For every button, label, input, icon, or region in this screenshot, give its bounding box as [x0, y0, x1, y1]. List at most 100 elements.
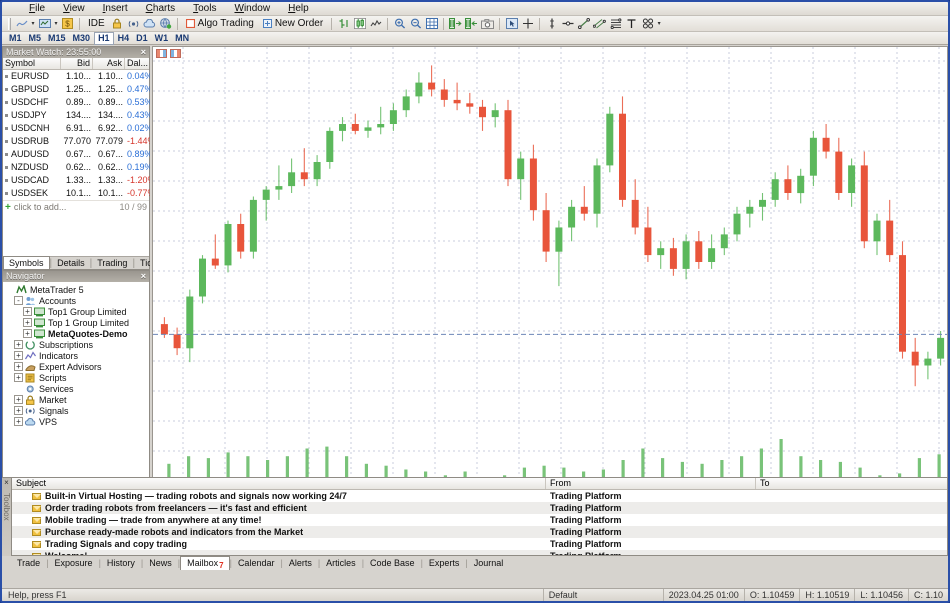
market-watch-add-row[interactable]: + click to add... 10 / 99 — [3, 200, 149, 213]
navigator-item-metatrader-5[interactable]: MetaTrader 5 — [5, 284, 149, 295]
auto-scroll-icon[interactable] — [464, 17, 479, 31]
timeframe-m15[interactable]: M15 — [48, 32, 66, 43]
tab-trading[interactable]: Trading — [97, 258, 128, 268]
cursor-icon[interactable] — [504, 17, 519, 31]
new-order-button[interactable]: New Order — [259, 17, 327, 31]
chart-shift-icon[interactable] — [448, 17, 463, 31]
new-chart-icon[interactable] — [14, 17, 29, 31]
algo-trading-button[interactable]: Algo Trading — [182, 17, 258, 31]
timeframe-w1[interactable]: W1 — [154, 32, 169, 43]
toolbox-tab-calendar[interactable]: Calendar — [232, 557, 281, 570]
signals-icon[interactable] — [126, 17, 141, 31]
navigator-item-top1-group-limited[interactable]: + Top1 Group Limited — [5, 306, 149, 317]
channel-icon[interactable] — [592, 17, 607, 31]
cloud-icon[interactable] — [142, 17, 157, 31]
market-watch-icon[interactable] — [37, 17, 52, 31]
grid-icon[interactable] — [424, 17, 439, 31]
toolbox-tab-trade[interactable]: Trade — [11, 557, 46, 570]
mailbox-row[interactable]: Trading Signals and copy trading Trading … — [12, 538, 947, 550]
chart-template-icon-2[interactable] — [170, 49, 181, 58]
column-from[interactable]: From — [546, 478, 756, 489]
expander-icon[interactable]: + — [14, 417, 23, 426]
text-icon[interactable] — [624, 17, 639, 31]
expander-icon[interactable]: + — [14, 362, 23, 371]
column-bid[interactable]: Bid — [61, 58, 93, 69]
navigator-item-vps[interactable]: + VPS — [5, 416, 149, 427]
bar-chart-icon[interactable] — [336, 17, 351, 31]
toolbox-tab-experts[interactable]: Experts — [423, 557, 466, 570]
timeframe-h1[interactable]: H1 — [94, 31, 114, 45]
toolbox-tab-journal[interactable]: Journal — [468, 557, 510, 570]
toolbox-tab-exposure[interactable]: Exposure — [49, 557, 99, 570]
fibonacci-icon[interactable] — [608, 17, 623, 31]
navigator-item-signals[interactable]: + Signals — [5, 405, 149, 416]
menu-insert[interactable]: Insert — [102, 3, 128, 14]
timeframe-d1[interactable]: D1 — [136, 32, 148, 43]
menu-file[interactable]: File — [29, 3, 46, 14]
trendline-icon[interactable] — [576, 17, 591, 31]
navigator-item-scripts[interactable]: + Scripts — [5, 372, 149, 383]
navigator-item-metaquotes-demo[interactable]: + MetaQuotes-Demo — [5, 328, 149, 339]
lock-icon[interactable] — [110, 17, 125, 31]
menu-window[interactable]: Window — [234, 3, 271, 14]
expander-icon[interactable]: + — [14, 395, 23, 404]
tab-symbols[interactable]: Symbols — [3, 256, 50, 269]
crosshair-icon[interactable] — [520, 17, 535, 31]
mailbox-row[interactable]: Mobile trading — trade from anywhere at … — [12, 514, 947, 526]
toolbox-tab-alerts[interactable]: Alerts — [283, 557, 318, 570]
navigator-item-indicators[interactable]: + Indicators — [5, 350, 149, 361]
expander-icon[interactable]: + — [14, 373, 23, 382]
market-watch-dropdown-icon[interactable]: ▾ — [54, 21, 58, 27]
horizontal-line-icon[interactable] — [560, 17, 575, 31]
toolbox-tab-news[interactable]: News — [143, 557, 178, 570]
ide-button[interactable]: IDE — [88, 18, 105, 29]
column-to[interactable]: To — [760, 478, 770, 488]
tab-details[interactable]: Details — [57, 258, 85, 268]
objects-icon[interactable] — [640, 17, 655, 31]
market-watch-row[interactable]: AUDUSD 0.67... 0.67... 0.89% — [3, 148, 153, 161]
zoom-out-icon[interactable] — [408, 17, 423, 31]
line-chart-icon[interactable] — [368, 17, 383, 31]
candlestick-chart-icon[interactable] — [352, 17, 367, 31]
menu-help[interactable]: Help — [288, 3, 309, 14]
mailbox-row[interactable]: Built-in Virtual Hosting — trading robot… — [12, 490, 947, 502]
toolbar-grip[interactable] — [8, 17, 11, 30]
toolbox-tab-code-base[interactable]: Code Base — [364, 557, 421, 570]
market-watch-row[interactable]: USDJPY 134.... 134.... 0.43% — [3, 109, 153, 122]
dollar-icon[interactable]: $ — [60, 17, 75, 31]
mailbox-row[interactable]: Order trading robots from freelancers — … — [12, 502, 947, 514]
column-subject[interactable]: Subject — [12, 478, 546, 489]
market-watch-row[interactable]: GBPUSD 1.25... 1.25... 0.47% — [3, 83, 153, 96]
column-daily[interactable]: Dal... — [127, 58, 149, 68]
market-watch-row[interactable]: NZDUSD 0.62... 0.62... 0.19% — [3, 161, 153, 174]
close-icon[interactable]: × — [140, 47, 146, 57]
expander-icon[interactable]: + — [14, 351, 23, 360]
expander-icon[interactable]: + — [23, 318, 32, 327]
navigator-item-services[interactable]: Services — [5, 383, 149, 394]
market-watch-row[interactable]: USDSEK 10.1... 10.1... -0.77% — [3, 187, 156, 200]
screenshot-icon[interactable] — [480, 17, 495, 31]
expander-icon[interactable]: + — [23, 329, 32, 338]
zoom-in-icon[interactable] — [392, 17, 407, 31]
market-watch-row[interactable]: EURUSD 1.10... 1.10... 0.04% — [3, 70, 153, 83]
market-watch-row[interactable]: USDRUB 77.070 77.079 -1.44% — [3, 135, 156, 148]
navigator-item-expert-advisors[interactable]: + Expert Advisors — [5, 361, 149, 372]
column-symbol[interactable]: Symbol — [3, 58, 61, 69]
mailbox-row[interactable]: Welcome! Trading Platform — [12, 550, 947, 555]
toolbox-tab-history[interactable]: History — [101, 557, 141, 570]
timeframe-m30[interactable]: M30 — [72, 32, 91, 43]
navigator-item-market[interactable]: + Market — [5, 394, 149, 405]
timeframe-h4[interactable]: H4 — [117, 32, 130, 43]
expander-icon[interactable]: - — [14, 296, 23, 305]
close-icon[interactable]: × — [4, 478, 9, 487]
market-watch-row[interactable]: USDCHF 0.89... 0.89... 0.53% — [3, 96, 153, 109]
market-watch-row[interactable]: USDCNH 6.91... 6.92... 0.02% — [3, 122, 153, 135]
expander-icon[interactable]: + — [23, 307, 32, 316]
menu-view[interactable]: View — [63, 3, 85, 14]
mailbox-row[interactable]: Purchase ready-made robots and indicator… — [12, 526, 947, 538]
objects-dropdown-icon[interactable]: ▾ — [657, 21, 661, 27]
navigator-item-accounts[interactable]: - Accounts — [5, 295, 149, 306]
navigator-item-top-1-group-limited[interactable]: + Top 1 Group Limited — [5, 317, 149, 328]
new-chart-dropdown-icon[interactable]: ▾ — [31, 21, 35, 27]
toolbox-tab-mailbox[interactable]: Mailbox7 — [180, 556, 230, 570]
